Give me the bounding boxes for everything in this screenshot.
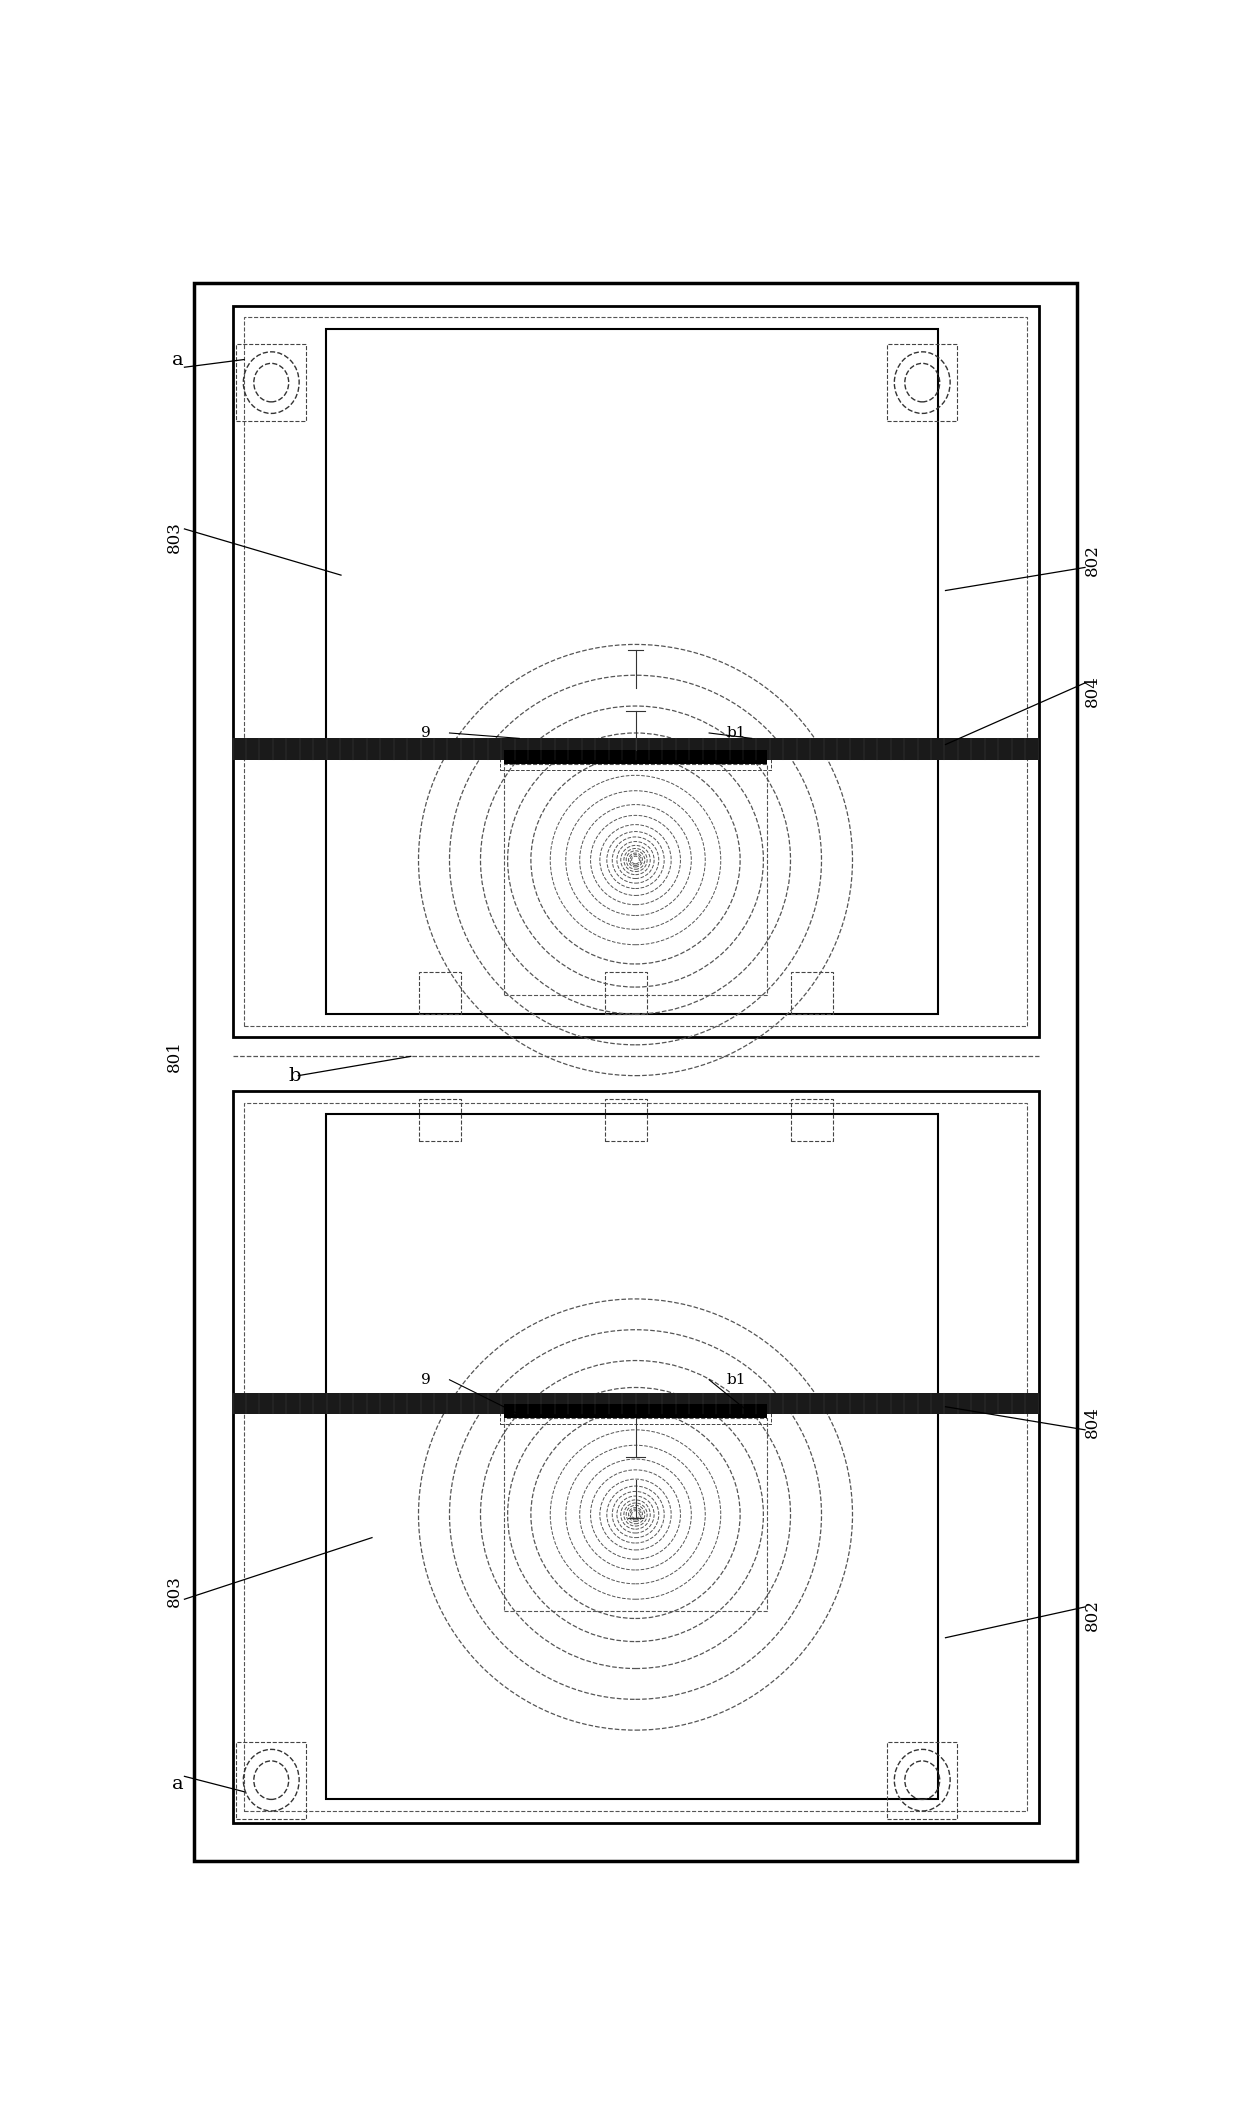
Text: 801: 801 xyxy=(166,1039,182,1073)
Bar xyxy=(791,972,833,1014)
Text: a: a xyxy=(172,1774,184,1793)
Bar xyxy=(244,1103,1027,1810)
Text: 803: 803 xyxy=(166,1575,182,1607)
Text: b1: b1 xyxy=(727,726,746,741)
Text: 9: 9 xyxy=(422,1372,432,1387)
Bar xyxy=(237,345,306,421)
Bar xyxy=(325,1114,937,1799)
Bar xyxy=(233,739,1039,760)
Bar xyxy=(605,972,647,1014)
Text: a: a xyxy=(172,351,184,368)
Bar xyxy=(419,972,461,1014)
Bar xyxy=(888,1742,957,1819)
Bar xyxy=(503,1404,768,1418)
Text: b1: b1 xyxy=(727,1372,746,1387)
Text: 803: 803 xyxy=(166,521,182,553)
Bar xyxy=(888,345,957,421)
Text: 804: 804 xyxy=(1084,675,1101,707)
Bar xyxy=(605,1099,647,1141)
Bar xyxy=(503,749,768,764)
Bar xyxy=(500,1397,771,1425)
Bar xyxy=(233,1090,1039,1823)
Bar xyxy=(233,305,1039,1037)
Text: 9: 9 xyxy=(422,726,432,741)
Bar xyxy=(500,743,771,771)
Bar xyxy=(503,1418,768,1611)
Bar xyxy=(244,318,1027,1025)
Bar xyxy=(233,1393,1039,1414)
Text: 804: 804 xyxy=(1084,1406,1101,1437)
Text: 802: 802 xyxy=(1084,1598,1101,1630)
Bar xyxy=(325,328,937,1014)
Bar xyxy=(503,764,768,995)
Bar xyxy=(419,1099,461,1141)
Bar xyxy=(237,1742,306,1819)
Bar xyxy=(791,1099,833,1141)
Text: b: b xyxy=(288,1067,301,1084)
Text: 802: 802 xyxy=(1084,544,1101,576)
